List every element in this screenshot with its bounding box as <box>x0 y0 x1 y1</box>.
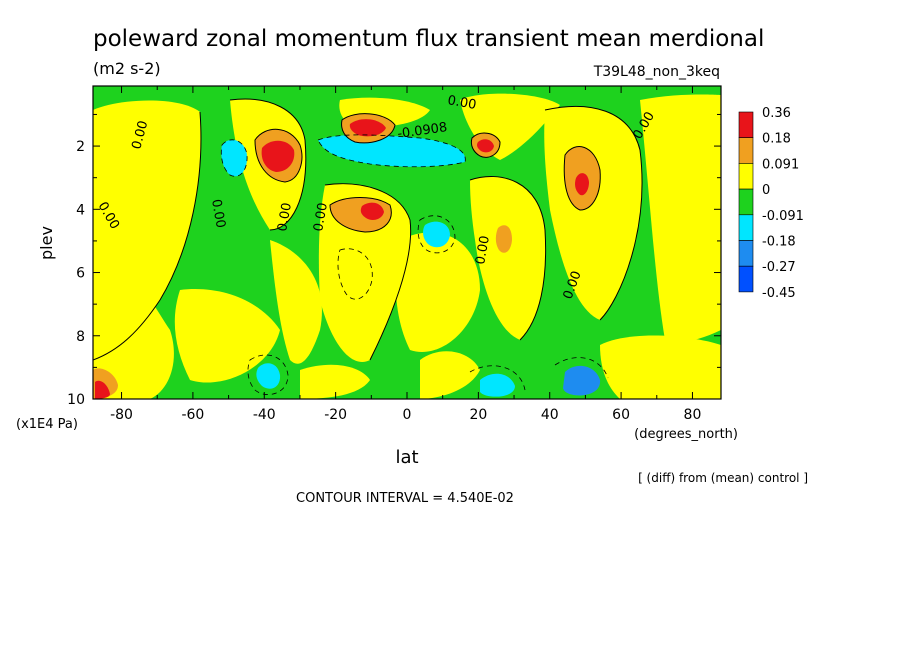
x-tick-label: -40 <box>253 407 276 423</box>
legend-swatch <box>738 265 754 293</box>
contour-field <box>93 86 721 399</box>
x-tick-label: -60 <box>181 407 204 423</box>
y-axis: 2 4 6 8 10 <box>67 113 721 408</box>
legend-level-label: -0.45 <box>762 286 796 301</box>
legend-swatch <box>738 137 754 164</box>
x-tick-label: 20 <box>469 407 487 423</box>
contour-label: 0.00 <box>208 198 228 229</box>
x-tick-label: -80 <box>110 407 133 423</box>
legend-level-label: 0 <box>762 183 770 198</box>
contour-label: 0.00 <box>473 235 493 266</box>
color-legend: 0.36 0.18 0.091 0 -0.091 -0.18 -0.27 -0.45 <box>738 106 804 301</box>
x-units: (degrees_north) <box>634 427 738 442</box>
legend-level-label: -0.091 <box>762 209 804 224</box>
chart-units: (m2 s-2) <box>93 59 161 78</box>
legend-swatch <box>738 163 754 190</box>
y-units: (x1E4 Pa) <box>16 417 78 432</box>
chart-title: poleward zonal momentum flux transient m… <box>93 26 764 52</box>
x-tick-label: -20 <box>324 407 347 423</box>
legend-swatch <box>738 240 754 267</box>
legend-level-label: 0.36 <box>762 106 791 121</box>
x-axis: -80 -60 -40 -20 0 20 40 60 80 <box>110 86 701 423</box>
y-tick-label: 6 <box>76 266 85 282</box>
y-tick-label: 2 <box>76 139 85 155</box>
y-tick-label: 10 <box>67 392 85 408</box>
x-tick-label: 80 <box>684 407 702 423</box>
x-tick-label: 40 <box>541 407 559 423</box>
contour-label: 0.00 <box>311 202 331 233</box>
contour-interval: CONTOUR INTERVAL = 4.540E-02 <box>296 491 514 506</box>
contour-label: 0.00 <box>275 202 295 233</box>
legend-level-label: 0.18 <box>762 132 791 147</box>
run-label: T39L48_non_3keq <box>593 64 720 80</box>
legend-level-label: 0.091 <box>762 157 799 172</box>
contour-label: -0.0908 <box>396 120 448 142</box>
legend-swatch <box>738 111 754 139</box>
x-tick-label: 60 <box>612 407 630 423</box>
legend-level-label: -0.18 <box>762 235 796 250</box>
diff-note: [ (diff) from (mean) control ] <box>638 471 808 485</box>
legend-level-label: -0.27 <box>762 260 796 275</box>
contour-label: 0.00 <box>129 119 151 151</box>
contour-label: 0.00 <box>446 93 477 113</box>
y-tick-label: 4 <box>76 202 85 218</box>
y-axis-label: plev <box>37 226 56 260</box>
legend-swatch <box>738 214 754 241</box>
x-tick-label: 0 <box>403 407 412 423</box>
x-axis-label: lat <box>395 447 418 468</box>
legend-swatch <box>738 188 754 216</box>
y-tick-label: 8 <box>76 329 85 345</box>
